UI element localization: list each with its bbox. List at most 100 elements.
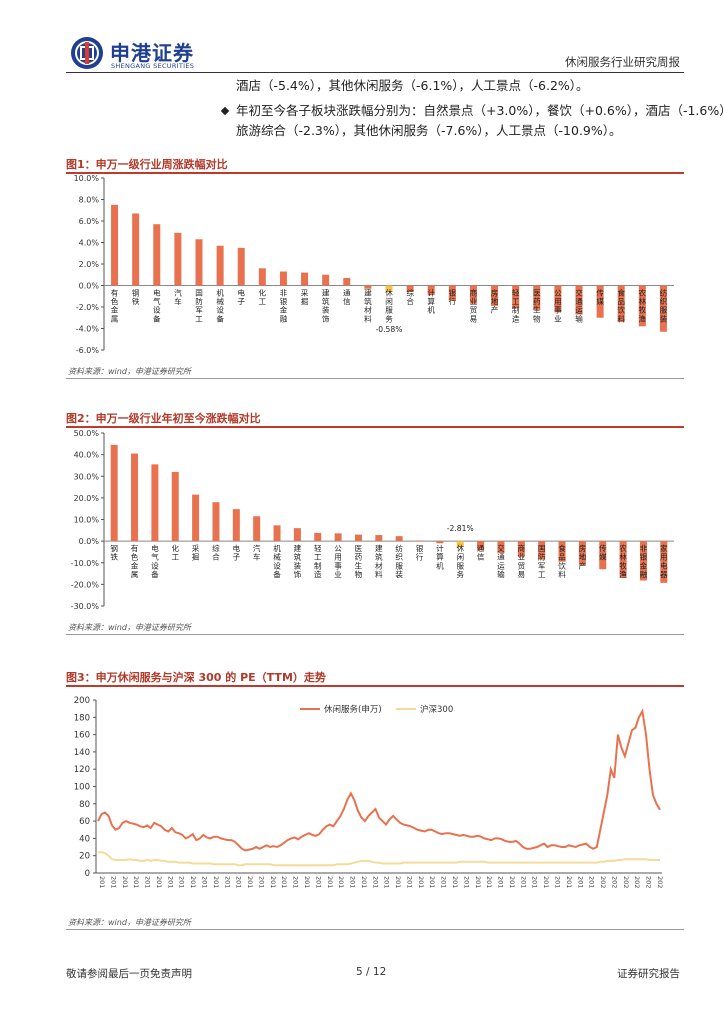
bar [638, 285, 646, 327]
category-label: 食品饮料 [617, 288, 625, 324]
bar [343, 277, 351, 286]
bar [293, 528, 301, 542]
bar [385, 285, 393, 292]
x-tick-label: 201 [349, 876, 357, 888]
category-label: 银行 [416, 543, 424, 562]
bar [436, 541, 444, 544]
company-name-cn: 申港证券 [110, 41, 194, 65]
category-label: 国防军工 [538, 544, 546, 579]
legend-label: 休闲服务(申万) [324, 704, 382, 715]
x-tick-label: 201 [360, 876, 368, 888]
bar [110, 444, 118, 542]
x-tick-label: 201 [440, 876, 448, 888]
category-label: 食品饮料 [558, 543, 566, 579]
category-label: 机械设备 [216, 288, 224, 324]
x-tick-label: 201 [417, 876, 425, 888]
y-tick-label: 30.0% [74, 472, 100, 481]
y-tick-label: 40.0% [74, 451, 100, 460]
category-label: 商业贸易 [470, 288, 478, 324]
x-tick-label: 201 [144, 876, 152, 888]
bullet-line-1: 年初至今各子板块涨跌幅分别为：自然景点（+3.0%），餐饮（+0.6%），酒店（… [236, 103, 724, 118]
x-tick-label: 201 [519, 876, 527, 888]
y-tick-label: 20.0% [74, 494, 100, 503]
bar [171, 471, 179, 542]
category-label: 化工 [171, 543, 179, 562]
category-label: 电气设备 [151, 543, 159, 579]
footer-disclaimer: 敬请参阅最后一页免责声明 [66, 968, 192, 980]
x-tick-label: 201 [292, 876, 300, 888]
bar [497, 541, 505, 554]
x-tick-label: 201 [223, 876, 231, 888]
y-tick-label: -2.0% [76, 303, 100, 312]
series-line-hs300 [98, 851, 660, 867]
figure-3-source: 资料来源：wind，申港证券研究所 [68, 918, 191, 927]
x-tick-label: 201 [451, 876, 459, 888]
category-label: 轻工制造 [314, 543, 322, 579]
x-tick-label: 202 [622, 876, 630, 888]
bar [533, 285, 541, 311]
figure-1-top-rule [66, 172, 684, 174]
company-name-en: SHENGANG SECURITIES [111, 62, 195, 70]
figure-1-source: 资料来源：wind，申港证券研究所 [68, 367, 191, 376]
bar [153, 224, 161, 286]
x-tick-label: 201 [98, 876, 106, 888]
category-label: 机械设备 [273, 543, 281, 579]
category-label: 纺织服装 [660, 288, 668, 324]
legend-label: 沪深300 [420, 704, 453, 715]
bar [375, 535, 383, 542]
figure-1-chart: 10.0% 8.0% 6.0% 4.0% 2.0% 0.0% -2.0% -4.0% -6.0%… [74, 174, 674, 355]
category-label: 休闲服务 [385, 288, 393, 324]
figure-2-title: 图2：申万一级行业年初至今涨跌幅对比 [66, 412, 261, 425]
bar [279, 271, 287, 286]
bar [301, 272, 309, 286]
bar [192, 494, 200, 542]
bar [406, 285, 414, 292]
bar [517, 541, 525, 557]
footer-report-label: 证券研究报告 [617, 968, 680, 980]
x-tick-label: 201 [314, 876, 322, 888]
x-tick-label: 201 [508, 876, 516, 888]
category-label: 非银金融 [640, 543, 648, 579]
figure-2-bottom-rule [66, 634, 684, 635]
bar [416, 540, 424, 542]
x-tick-label: 201 [383, 876, 391, 888]
x-tick-label: 201 [326, 876, 334, 888]
category-label: 轻工制造 [512, 288, 520, 324]
y-tick-label: 20 [79, 852, 90, 862]
bar [314, 532, 322, 542]
bar [322, 274, 330, 286]
bar [491, 285, 499, 306]
y-tick-label: 180 [74, 713, 90, 723]
y-tick-label: 40 [79, 834, 90, 844]
category-label: 汽车 [253, 543, 261, 562]
category-label: 有色金属 [111, 288, 119, 324]
bar [132, 213, 140, 286]
category-label: 化工 [259, 288, 267, 307]
category-label: 医药生物 [355, 544, 363, 579]
x-tick-label: 201 [405, 876, 413, 888]
bar [364, 285, 372, 289]
bar [216, 245, 224, 286]
x-tick-label: 201 [257, 876, 265, 888]
y-tick-label: 100 [74, 783, 90, 793]
x-tick-label: 201 [235, 876, 243, 888]
bar [151, 464, 159, 542]
category-label: 电子 [233, 543, 241, 562]
x-tick-label: 201 [554, 876, 562, 888]
category-label: 休闲服务 [456, 543, 464, 579]
x-tick-label: 202 [633, 876, 641, 888]
category-label: 交通运输 [575, 288, 583, 324]
y-tick-label: 50.0% [74, 429, 100, 438]
paragraph-line: 酒店（-5.4%），其他休闲服务（-6.1%），人工景点（-6.2%）。 [236, 78, 589, 93]
y-tick-label: 8.0% [79, 196, 100, 205]
bar [575, 285, 583, 315]
bar [578, 541, 586, 565]
x-tick-label: 201 [337, 876, 345, 888]
x-tick-label: 201 [189, 876, 197, 888]
figure-3-title: 图3：申万休闲服务与沪深 300 的 PE（TTM）走势 [66, 671, 326, 684]
bar [659, 285, 667, 332]
category-label: 商业贸易 [518, 543, 526, 579]
x-tick-label: 201 [109, 876, 117, 888]
category-label: 医药生物 [533, 289, 541, 324]
y-tick-label: -4.0% [76, 325, 100, 334]
